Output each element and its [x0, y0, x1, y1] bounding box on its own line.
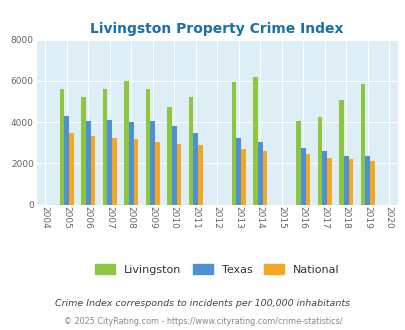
Bar [241, 149, 245, 205]
Bar [188, 97, 193, 205]
Bar [338, 100, 343, 205]
Bar [133, 139, 138, 205]
Bar [150, 121, 155, 205]
Bar [322, 151, 326, 205]
Bar [176, 144, 181, 205]
Bar [198, 145, 202, 205]
Bar [236, 138, 241, 205]
Bar [343, 156, 348, 205]
Bar [369, 161, 374, 205]
Bar [85, 121, 90, 205]
Bar [252, 77, 257, 205]
Bar [81, 97, 85, 205]
Title: Livingston Property Crime Index: Livingston Property Crime Index [90, 22, 343, 36]
Bar [128, 122, 133, 205]
Bar [300, 148, 305, 205]
Bar [360, 84, 364, 205]
Bar [60, 89, 64, 205]
Legend: Livingston, Texas, National: Livingston, Texas, National [91, 260, 343, 279]
Bar [102, 89, 107, 205]
Bar [262, 151, 266, 205]
Bar [257, 142, 262, 205]
Bar [145, 89, 150, 205]
Bar [171, 126, 176, 205]
Bar [69, 133, 74, 205]
Bar [193, 133, 198, 205]
Bar [364, 156, 369, 205]
Bar [167, 107, 171, 205]
Bar [107, 120, 112, 205]
Bar [295, 121, 300, 205]
Bar [155, 142, 160, 205]
Bar [317, 117, 322, 205]
Text: © 2025 CityRating.com - https://www.cityrating.com/crime-statistics/: © 2025 CityRating.com - https://www.city… [64, 317, 341, 326]
Bar [305, 154, 309, 205]
Bar [326, 158, 331, 205]
Bar [231, 82, 236, 205]
Bar [348, 159, 352, 205]
Bar [64, 116, 69, 205]
Bar [90, 136, 95, 205]
Bar [124, 81, 128, 205]
Text: Crime Index corresponds to incidents per 100,000 inhabitants: Crime Index corresponds to incidents per… [55, 299, 350, 308]
Bar [112, 138, 117, 205]
